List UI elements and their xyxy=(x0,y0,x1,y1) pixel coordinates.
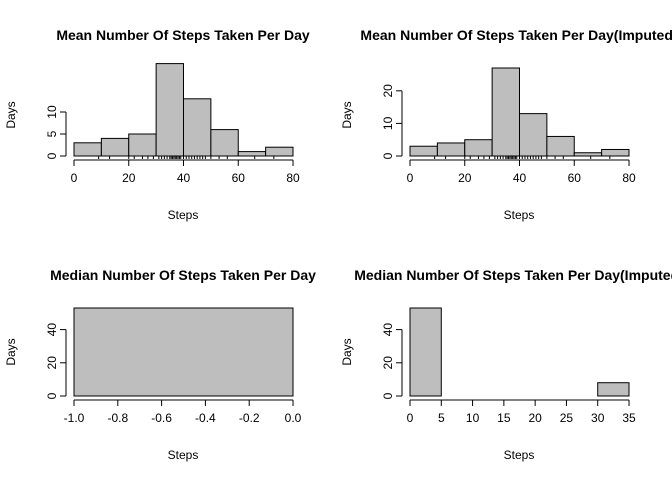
x-tick-label: -0.4 xyxy=(195,411,216,425)
x-tick-label: 40 xyxy=(513,171,527,185)
y-tick-label: 40 xyxy=(45,323,59,337)
x-tick-label: 60 xyxy=(568,171,582,185)
panel-title: Median Number Of Steps Taken Per Day xyxy=(50,267,316,283)
histogram-bar xyxy=(573,152,603,157)
y-tick-label: 20 xyxy=(381,84,395,98)
panel-median-steps: Median Number Of Steps Taken Per Day Ste… xyxy=(4,267,316,462)
x-tick-label: -0.8 xyxy=(107,411,128,425)
x-axis-label: Steps xyxy=(504,208,535,222)
x-tick-label: 80 xyxy=(286,171,300,185)
histogram-bar xyxy=(128,133,157,157)
histogram-bar xyxy=(409,145,438,157)
x-tick-label: 0 xyxy=(407,411,414,425)
x-axis-label: Steps xyxy=(168,448,199,462)
histogram-bar xyxy=(73,307,294,397)
y-axis-label: Days xyxy=(4,338,18,365)
histogram-bar xyxy=(237,151,267,157)
x-axis-label: Steps xyxy=(168,208,199,222)
x-tick-label: 60 xyxy=(232,171,246,185)
x-tick-label: -0.2 xyxy=(239,411,260,425)
panel-title: Mean Number Of Steps Taken Per Day(Imput… xyxy=(360,27,672,43)
x-tick-label: 25 xyxy=(560,411,574,425)
x-tick-label: 30 xyxy=(591,411,605,425)
x-tick-label: -0.6 xyxy=(151,411,172,425)
histogram-bar xyxy=(210,129,239,157)
histogram-bar xyxy=(155,63,184,157)
y-axis-label: Days xyxy=(340,338,354,365)
histogram-bar xyxy=(100,137,130,157)
x-tick-label: 0.0 xyxy=(285,411,302,425)
histogram-bar xyxy=(597,382,630,397)
panel-mean-steps: Mean Number Of Steps Taken Per Day Steps… xyxy=(4,27,310,222)
x-tick-label: 20 xyxy=(458,171,472,185)
y-tick-label: 40 xyxy=(381,323,395,337)
histogram-bar xyxy=(73,142,102,157)
panel-title: Median Number Of Steps Taken Per Day(Imp… xyxy=(354,267,672,283)
x-axis-label: Steps xyxy=(504,448,535,462)
x-tick-label: 20 xyxy=(528,411,542,425)
y-tick-label: 0 xyxy=(45,152,59,159)
x-tick-label: 35 xyxy=(622,411,636,425)
histogram-bar xyxy=(409,307,442,397)
y-tick-label: 0 xyxy=(381,392,395,399)
x-tick-label: 0 xyxy=(407,171,414,185)
x-tick-label: 5 xyxy=(438,411,445,425)
y-tick-label: 10 xyxy=(45,105,59,119)
x-tick-label: -1.0 xyxy=(64,411,85,425)
y-axis-label: Days xyxy=(340,101,354,128)
histogram-bar xyxy=(464,139,493,157)
x-tick-label: 0 xyxy=(71,171,78,185)
histogram-bar xyxy=(519,113,548,157)
panel-median-steps-imputed: Median Number Of Steps Taken Per Day(Imp… xyxy=(340,267,672,462)
x-tick-label: 20 xyxy=(122,171,136,185)
y-tick-label: 20 xyxy=(381,356,395,370)
histogram-bar xyxy=(546,135,575,157)
x-tick-label: 10 xyxy=(466,411,480,425)
x-tick-label: 80 xyxy=(622,171,636,185)
y-tick-label: 0 xyxy=(45,392,59,399)
histogram-bar xyxy=(601,148,630,157)
x-tick-label: 40 xyxy=(177,171,191,185)
panel-title: Mean Number Of Steps Taken Per Day xyxy=(56,27,310,43)
histogram-bar xyxy=(265,146,294,157)
y-tick-label: 0 xyxy=(381,152,395,159)
histogram-bar xyxy=(183,98,212,157)
histogram-bar xyxy=(491,67,520,157)
y-tick-label: 5 xyxy=(45,130,59,137)
y-axis-label: Days xyxy=(4,101,18,128)
y-tick-label: 20 xyxy=(45,356,59,370)
histogram-bar xyxy=(436,142,466,157)
panel-mean-steps-imputed: Mean Number Of Steps Taken Per Day(Imput… xyxy=(340,27,672,222)
x-tick-label: 15 xyxy=(497,411,511,425)
y-tick-label: 10 xyxy=(381,116,395,130)
